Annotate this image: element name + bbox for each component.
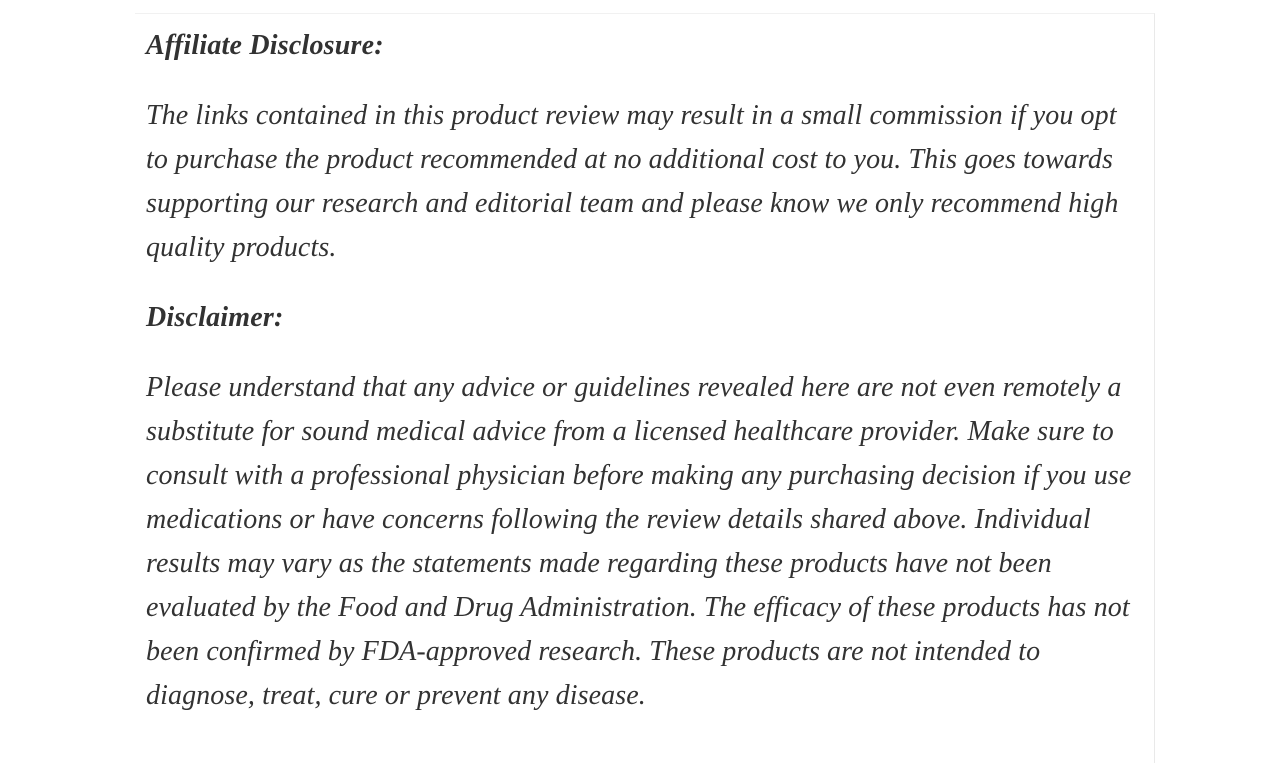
affiliate-disclosure-heading: Affiliate Disclosure: xyxy=(146,30,384,61)
disclaimer-heading: Disclaimer: xyxy=(146,302,284,333)
disclaimer-paragraph: Please understand that any advice or gui… xyxy=(146,372,1132,711)
affiliate-disclosure-paragraph: The links contained in this product revi… xyxy=(146,100,1119,263)
article-content: Affiliate Disclosure: The links containe… xyxy=(135,13,1155,763)
